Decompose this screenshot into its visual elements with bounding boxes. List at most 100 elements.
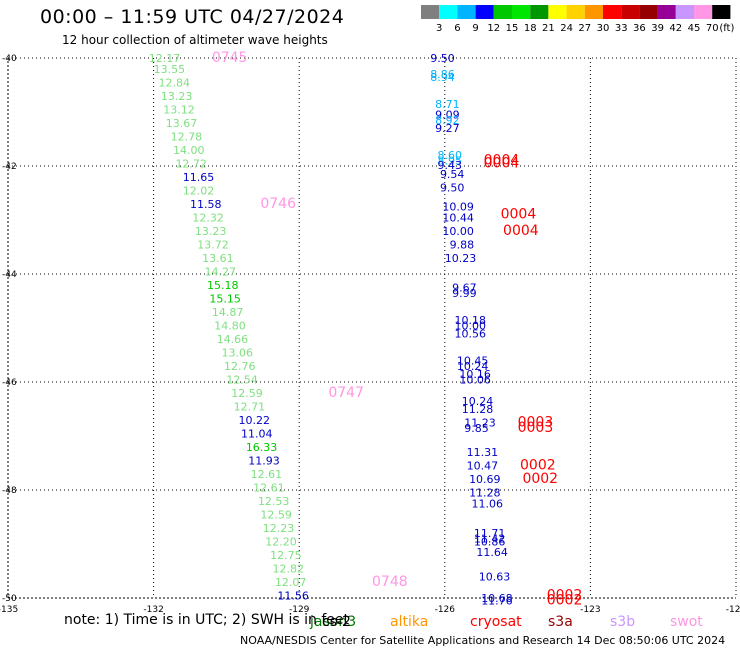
colorbar-label: 18 [524, 23, 537, 34]
wave-height-label: 11.06 [471, 498, 503, 511]
colorbar-label: 33 [615, 23, 628, 34]
wave-height-label: 10.24 [462, 395, 494, 408]
map-subtitle: 12 hour collection of altimeter wave hei… [62, 33, 328, 47]
wave-height-label: 9.50 [430, 52, 455, 65]
legend-item-jason3: jason3 [309, 614, 356, 630]
pass-time-label: 0002 [522, 471, 558, 487]
pass-time-label: 0004 [503, 223, 539, 239]
colorbar-label: 42 [669, 23, 682, 34]
colorbar-label: 70 [706, 23, 719, 34]
wave-height-label: 12.78 [171, 130, 203, 143]
wave-height-label: 9.67 [452, 282, 477, 295]
wave-height-label: 13.72 [197, 238, 229, 251]
pass-time-label: 0003 [518, 420, 554, 436]
legend-item-swot: swot [670, 614, 703, 630]
wave-height-label: 12.75 [270, 549, 302, 562]
pass-time-label: 0748 [372, 574, 408, 590]
wave-height-label: 13.12 [163, 103, 195, 116]
lon-tick-label: -132 [143, 605, 163, 615]
wave-height-label: 12.71 [234, 400, 266, 413]
pass-time-label: 0745 [212, 50, 248, 66]
wave-height-label: 9.27 [435, 122, 460, 135]
pass-time-label: 0004 [484, 153, 520, 169]
lon-tick-label: -129 [289, 605, 310, 615]
wave-height-label: 15.15 [209, 292, 241, 305]
wave-height-label: 10.06 [459, 373, 491, 386]
wave-height-label: 13.67 [166, 117, 198, 130]
colorbar-swatch [439, 5, 458, 19]
wave-height-label: 12.17 [149, 52, 181, 65]
wave-height-label: 12.84 [158, 76, 190, 89]
lat-tick-label: -48 [2, 486, 17, 496]
wave-height-label: 16.33 [246, 441, 278, 454]
pass-time-label: 0747 [328, 385, 364, 401]
wave-height-label: 10.24 [457, 360, 489, 373]
wave-height-label: 14.00 [173, 144, 205, 157]
colorbar-swatch [657, 5, 676, 19]
wave-height-label: 9.88 [450, 238, 475, 251]
wave-height-label: 11.93 [248, 454, 279, 467]
wave-height-label: 8.60 [438, 149, 463, 162]
wave-height-label: 10.44 [442, 211, 474, 224]
wave-height-label: 13.06 [222, 346, 254, 359]
pass-time-label: 0002 [520, 458, 556, 474]
wave-height-label: 10.23 [445, 252, 477, 265]
wave-height-label: 12.53 [258, 495, 290, 508]
wave-height-label: 10.86 [474, 535, 506, 548]
colorbar-label: 6 [454, 23, 460, 34]
wave-height-label: 14.27 [205, 265, 237, 278]
colorbar-label: 27 [578, 23, 591, 34]
colorbar-swatch [584, 5, 603, 19]
legend-item-s3b: s3b [610, 614, 635, 630]
colorbar-swatch [512, 5, 531, 19]
colorbar-unit: (ft) [719, 23, 734, 34]
colorbar-swatch [621, 5, 640, 19]
wave-height-label: 11.23 [464, 417, 496, 430]
wave-height-label: 10.00 [455, 319, 487, 332]
wave-height-label: 10.68 [481, 592, 513, 605]
lat-tick-label: -44 [2, 270, 17, 280]
colorbar-label: 9 [472, 23, 478, 34]
map-frame [7, 57, 737, 599]
wave-height-label: 12.20 [265, 535, 297, 548]
wave-height-label: 10.56 [455, 327, 487, 340]
wave-height-label: 14.66 [217, 333, 249, 346]
wave-height-label: 8.94 [430, 71, 455, 84]
wave-height-label: 11.64 [476, 546, 508, 559]
wave-height-label: 12.54 [226, 373, 258, 386]
colorbar-swatch [639, 5, 658, 19]
map-title: 00:00 – 11:59 UTC 04/27/2024 [40, 6, 345, 28]
colorbar-label: 36 [633, 23, 646, 34]
wave-height-label: 10.18 [455, 314, 487, 327]
map-border [7, 57, 737, 599]
lat-tick-label: -42 [2, 162, 17, 172]
wave-height-label: 9.99 [452, 287, 477, 300]
wave-height-label: 15.18 [207, 279, 239, 292]
wave-height-label: 10.47 [467, 460, 499, 473]
colorbar-swatch [475, 5, 494, 19]
wave-height-label: 12.07 [275, 576, 307, 589]
colorbar-label: 3 [436, 23, 442, 34]
colorbar-swatch [530, 5, 549, 19]
colorbar-label: 15 [506, 23, 519, 34]
wave-height-label: 10.63 [479, 570, 511, 583]
lon-tick-label: -123 [580, 605, 600, 615]
colorbar-swatch [675, 5, 694, 19]
wave-height-label: 9.50 [440, 182, 465, 195]
axis-ticks: -40 -42 -44 -46 -48 -50-135 -132 -129 -126 -123 -1… [0, 54, 740, 615]
wave-height-label: 11.04 [241, 427, 273, 440]
wave-height-label: 12.59 [231, 387, 263, 400]
wave-height-label: 12.82 [273, 562, 305, 575]
wave-height-label: 13.55 [154, 63, 186, 76]
colorbar-swatch [493, 5, 512, 19]
wave-height-label: 10.16 [459, 368, 491, 381]
wave-height-label: 12.76 [224, 360, 256, 373]
lon-tick-label: -135 [0, 605, 18, 615]
wave-height-label: 9.43 [438, 159, 463, 172]
legend-item-cryosat: cryosat [470, 614, 522, 630]
pass-time-label: 0003 [518, 415, 554, 431]
pass-time-label: 0002 [547, 587, 583, 603]
lat-tick-label: -46 [2, 378, 17, 388]
